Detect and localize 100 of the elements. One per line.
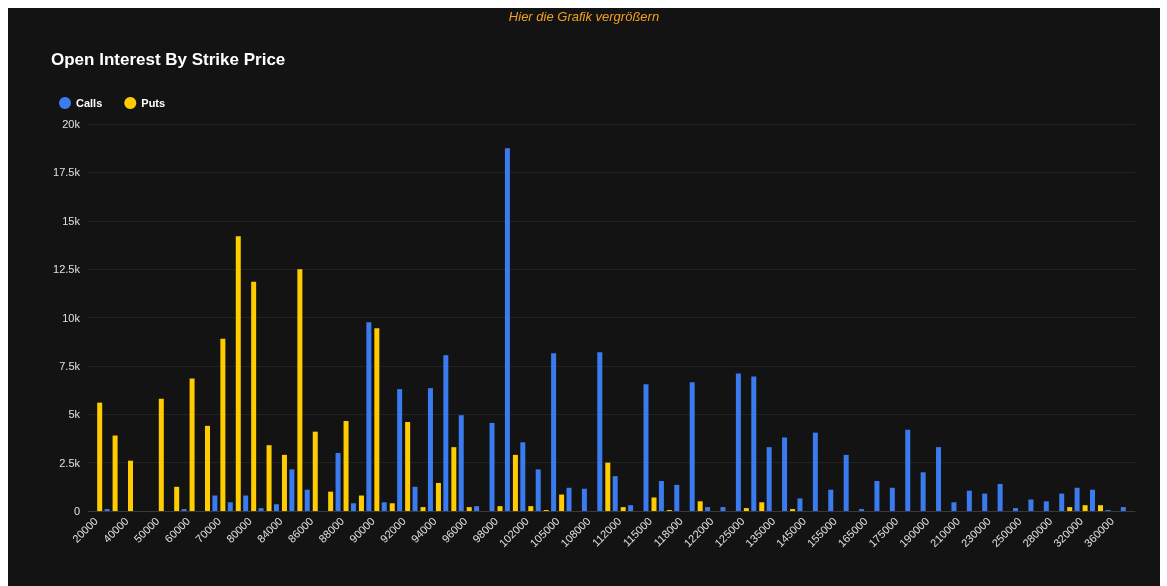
- y-tick-label: 7.5k: [59, 359, 81, 372]
- y-tick-label: 5k: [68, 408, 81, 421]
- bar: [389, 503, 395, 511]
- bar: [427, 388, 433, 511]
- bar: [174, 486, 180, 511]
- bar: [358, 495, 364, 511]
- bar: [905, 429, 911, 511]
- bar: [1059, 493, 1065, 511]
- bar: [535, 469, 541, 511]
- bar: [289, 469, 295, 511]
- bar: [512, 454, 518, 511]
- bar: [797, 498, 803, 511]
- bar: [1098, 505, 1104, 511]
- bar: [843, 454, 849, 511]
- bar: [605, 462, 611, 511]
- bar: [705, 507, 711, 511]
- bar: [658, 481, 664, 511]
- bar: [997, 483, 1003, 511]
- bar: [743, 508, 749, 511]
- bar: [936, 447, 942, 511]
- chart-title: Open Interest By Strike Price: [51, 50, 286, 69]
- bar: [828, 489, 834, 511]
- y-tick-label: 2.5k: [59, 456, 81, 469]
- bar: [551, 353, 557, 511]
- bar: [127, 460, 133, 511]
- bar: [266, 445, 272, 511]
- bar: [420, 507, 426, 511]
- bar: [374, 328, 380, 511]
- bar: [766, 447, 772, 511]
- bar: [520, 442, 526, 511]
- bar: [466, 507, 472, 511]
- bar: [258, 508, 264, 511]
- bar: [651, 497, 657, 511]
- bar: [405, 421, 411, 511]
- y-tick-label: 17.5k: [53, 166, 81, 179]
- bar: [759, 502, 765, 511]
- bar: [581, 488, 587, 511]
- bar: [1120, 507, 1126, 511]
- bar: [559, 494, 565, 511]
- bar: [597, 352, 603, 511]
- bar: [1082, 505, 1088, 511]
- bar: [451, 447, 457, 511]
- bar: [251, 281, 257, 511]
- bar: [312, 431, 318, 511]
- bar: [297, 269, 303, 511]
- legend-label: Puts: [141, 97, 166, 109]
- y-tick-label: 10k: [62, 311, 81, 324]
- bar: [328, 491, 334, 511]
- bar: [412, 486, 418, 511]
- bar: [204, 425, 210, 511]
- legend-label: Calls: [76, 97, 103, 109]
- bar: [697, 501, 703, 511]
- y-tick-label: 15k: [62, 214, 81, 227]
- bar: [735, 373, 741, 511]
- bar: [112, 435, 118, 511]
- bar: [335, 452, 341, 511]
- bar: [243, 495, 249, 511]
- bar: [1067, 507, 1073, 511]
- bar: [220, 338, 226, 511]
- bar: [1074, 487, 1080, 511]
- bar: [720, 507, 726, 511]
- bar: [1013, 508, 1019, 511]
- bar: [951, 502, 957, 511]
- bar: [889, 487, 895, 511]
- bar: [782, 437, 788, 511]
- bar: [397, 389, 403, 511]
- bar: [227, 502, 233, 511]
- bar: [566, 487, 572, 511]
- bar: [528, 506, 534, 511]
- bar: [643, 384, 649, 511]
- text: Hier die Grafik vergrößern: [508, 9, 660, 24]
- bar: [1090, 489, 1096, 511]
- bar: [304, 489, 310, 511]
- bar: [443, 355, 449, 511]
- bar: [350, 503, 356, 511]
- y-tick-label: 0: [73, 505, 80, 517]
- bar: [489, 422, 495, 511]
- bar: [381, 502, 387, 511]
- bar: [189, 378, 195, 511]
- bar: [966, 490, 972, 511]
- bar: [474, 506, 480, 511]
- y-tick-label: 20k: [62, 118, 81, 130]
- bar: [504, 148, 510, 511]
- bar: [343, 421, 349, 511]
- bar: [497, 506, 503, 511]
- bar: [612, 476, 618, 511]
- bar: [812, 432, 818, 511]
- y-tick-label: 12.5k: [53, 263, 81, 276]
- bar: [212, 495, 218, 511]
- bar: [689, 382, 695, 511]
- bar: [620, 507, 626, 511]
- bar: [281, 454, 287, 511]
- bar: [235, 236, 241, 511]
- bar: [366, 322, 372, 511]
- bar: [674, 484, 680, 511]
- bar: [458, 415, 464, 511]
- bar: [751, 376, 757, 511]
- bar: [1028, 499, 1034, 511]
- bar: [273, 504, 279, 511]
- bar: [982, 493, 988, 511]
